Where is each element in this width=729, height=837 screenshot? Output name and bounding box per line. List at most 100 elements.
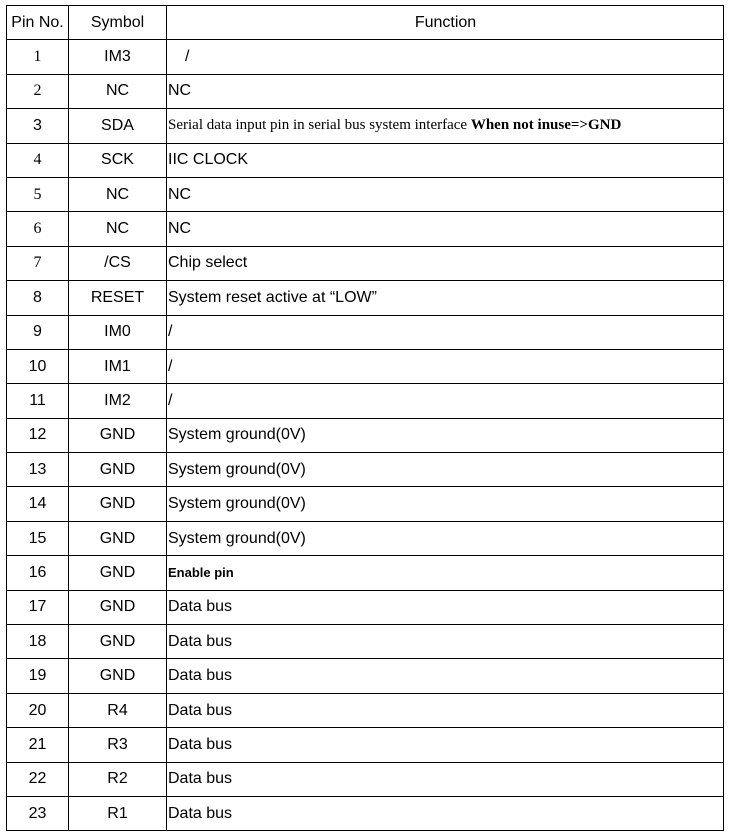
pin-number-cell: 20 xyxy=(6,692,69,729)
table-row: 20 R4 Data bus xyxy=(6,692,724,729)
pin-number-cell: 2 xyxy=(6,73,69,110)
pin-number-cell: 23 xyxy=(6,795,69,832)
pin-number-cell: 17 xyxy=(6,589,69,626)
symbol-cell: GND xyxy=(68,417,167,454)
function-cell: NC xyxy=(166,176,724,213)
function-cell: Enable pin xyxy=(166,555,724,591)
table-row: 9 IM0/ xyxy=(6,314,724,350)
function-cell: Data bus xyxy=(166,692,724,729)
function-cell: System ground(0V) xyxy=(166,417,724,454)
pin-number-cell: 19 xyxy=(6,658,69,694)
table-row: 4 SCK IIC CLOCK xyxy=(6,142,724,178)
pin-number-cell: 7 xyxy=(6,245,69,282)
symbol-cell: IM0 xyxy=(68,314,167,350)
pin-number-cell: 6 xyxy=(6,211,69,247)
symbol-cell: GND xyxy=(68,486,167,522)
function-cell: Serial data input pin in serial bus syst… xyxy=(166,108,724,144)
table-header-row: Pin No. Symbol Function xyxy=(6,4,724,41)
pin-number-cell: 10 xyxy=(6,348,69,385)
function-cell: NC xyxy=(166,211,724,247)
symbol-cell: R3 xyxy=(68,727,167,763)
table-row: 1 IM3/ xyxy=(6,39,724,75)
symbol-cell: GND xyxy=(68,624,167,660)
pin-function-table: Pin No. Symbol Function 1 IM3/2 NC NC 3 SDA Se… xyxy=(6,4,724,832)
table-row: 17 GND Data bus xyxy=(6,589,724,626)
table-row: 14 GND System ground(0V) xyxy=(6,486,724,522)
pin-number-cell: 3 xyxy=(6,108,69,144)
table-row: 18 GND Data bus xyxy=(6,624,724,660)
symbol-cell: GND xyxy=(68,589,167,626)
function-cell: / xyxy=(166,39,724,75)
header-function: Function xyxy=(166,4,724,41)
function-text: Serial data input pin in serial bus syst… xyxy=(168,117,471,134)
symbol-cell: IM2 xyxy=(68,383,167,419)
symbol-cell: GND xyxy=(68,555,167,591)
pin-number-cell: 22 xyxy=(6,761,69,797)
pin-number-cell: 16 xyxy=(6,555,69,591)
symbol-cell: NC xyxy=(68,73,167,110)
header-pin-no: Pin No. xyxy=(6,4,69,41)
header-symbol: Symbol xyxy=(68,4,167,41)
function-cell: NC xyxy=(166,73,724,110)
symbol-cell: GND xyxy=(68,520,167,557)
symbol-cell: IM1 xyxy=(68,348,167,385)
pin-number-cell: 4 xyxy=(6,142,69,178)
function-cell: Data bus xyxy=(166,727,724,763)
function-cell: System ground(0V) xyxy=(166,452,724,488)
table-row: 19 GND Data bus xyxy=(6,658,724,694)
table-row: 6 NC NC xyxy=(6,211,724,247)
function-cell: Chip select xyxy=(166,245,724,282)
function-cell: Data bus xyxy=(166,795,724,832)
function-cell: System ground(0V) xyxy=(166,520,724,557)
function-cell: Data bus xyxy=(166,624,724,660)
table-row: 21 R3 Data bus xyxy=(6,727,724,763)
table-row: 15 GND System ground(0V) xyxy=(6,520,724,557)
symbol-cell: R2 xyxy=(68,761,167,797)
pin-number-cell: 1 xyxy=(6,39,69,75)
pin-number-cell: 14 xyxy=(6,486,69,522)
table-row: 3 SDA Serial data input pin in serial bus … xyxy=(6,108,724,144)
pin-number-cell: 11 xyxy=(6,383,69,419)
table-body: 1 IM3/2 NC NC 3 SDA Serial data input pin in s… xyxy=(6,39,724,832)
table-row: 2 NC NC xyxy=(6,73,724,110)
symbol-cell: SCK xyxy=(68,142,167,178)
function-cell: IIC CLOCK xyxy=(166,142,724,178)
table-row: 7/CS Chip select xyxy=(6,245,724,282)
symbol-cell: /CS xyxy=(68,245,167,282)
table-row: 16 GND Enable pin xyxy=(6,555,724,591)
function-cell: System reset active at “LOW” xyxy=(166,280,724,316)
function-cell: Data bus xyxy=(166,761,724,797)
pin-number-cell: 15 xyxy=(6,520,69,557)
pin-number-cell: 21 xyxy=(6,727,69,763)
symbol-cell: IM3 xyxy=(68,39,167,75)
function-cell: System ground(0V) xyxy=(166,486,724,522)
table-row: 5 NC NC xyxy=(6,176,724,213)
pin-number-cell: 8 xyxy=(6,280,69,316)
function-cell: / xyxy=(166,314,724,350)
table-row: 11 IM2/ xyxy=(6,383,724,419)
table-row: 8 RESET System reset active at “LOW” xyxy=(6,280,724,316)
symbol-cell: R4 xyxy=(68,692,167,729)
function-cell: Data bus xyxy=(166,589,724,626)
symbol-cell: R1 xyxy=(68,795,167,832)
pin-number-cell: 9 xyxy=(6,314,69,350)
symbol-cell: GND xyxy=(68,658,167,694)
function-cell: / xyxy=(166,383,724,419)
function-note-bold: When not inuse=>GND xyxy=(470,117,622,134)
pin-number-cell: 18 xyxy=(6,624,69,660)
pin-number-cell: 5 xyxy=(6,176,69,213)
pin-number-cell: 13 xyxy=(6,452,69,488)
function-cell: / xyxy=(166,348,724,385)
symbol-cell: RESET xyxy=(68,280,167,316)
symbol-cell: SDA xyxy=(68,108,167,144)
table-row: 12 GND System ground(0V) xyxy=(6,417,724,454)
table-row: 22 R2 Data bus xyxy=(6,761,724,797)
symbol-cell: NC xyxy=(68,176,167,213)
table-row: 23 R1 Data bus xyxy=(6,795,724,832)
pin-number-cell: 12 xyxy=(6,417,69,454)
function-cell: Data bus xyxy=(166,658,724,694)
symbol-cell: GND xyxy=(68,452,167,488)
symbol-cell: NC xyxy=(68,211,167,247)
table-row: 10 IM1/ xyxy=(6,348,724,385)
table-row: 13 GND System ground(0V) xyxy=(6,452,724,488)
